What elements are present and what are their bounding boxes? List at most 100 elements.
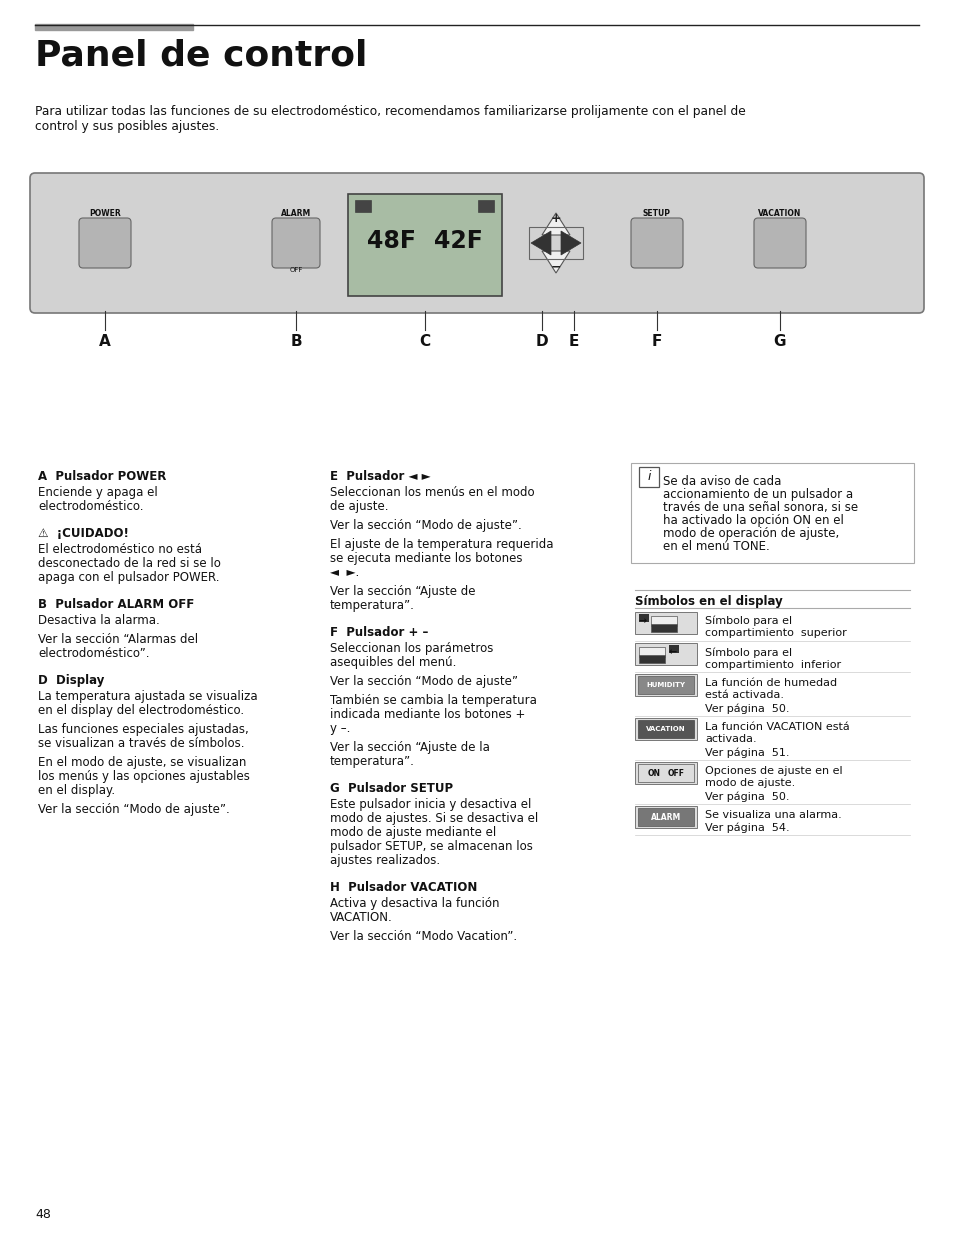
FancyBboxPatch shape [753,219,805,268]
Text: OFF: OFF [289,267,302,273]
Text: B: B [290,333,301,350]
Text: La función de humedad: La función de humedad [704,678,836,688]
Bar [635,613,697,634]
Text: compartimiento  inferior: compartimiento inferior [704,659,841,669]
Text: ajustes realizados.: ajustes realizados. [330,853,439,867]
Text: los menús y las opciones ajustables: los menús y las opciones ajustables [38,769,250,783]
Bar [650,616,677,626]
Text: modo de ajustes. Si se desactiva el: modo de ajustes. Si se desactiva el [330,811,537,825]
Text: temperatura”.: temperatura”. [330,599,415,613]
FancyBboxPatch shape [348,194,501,296]
Text: se visualizan a través de símbolos.: se visualizan a través de símbolos. [38,737,244,750]
Text: Ver página  51.: Ver página 51. [704,747,789,757]
Text: Para utilizar todas las funciones de su electrodoméstico, recomendamos familiari: Para utilizar todas las funciones de su … [35,105,745,119]
Bar [638,764,693,782]
Text: Enciende y apaga el: Enciende y apaga el [38,487,157,499]
Text: Ver la sección “Modo de ajuste”: Ver la sección “Modo de ajuste” [330,676,517,688]
Text: Ver la sección “Modo Vacation”.: Ver la sección “Modo Vacation”. [330,930,517,944]
Text: 48: 48 [35,1209,51,1221]
FancyBboxPatch shape [79,219,131,268]
Text: compartimiento  superior: compartimiento superior [704,629,846,638]
Text: ALARM: ALARM [280,209,311,219]
Text: G: G [773,333,785,350]
Text: indicada mediante los botones +: indicada mediante los botones + [330,708,525,721]
Text: VACATION.: VACATION. [330,911,393,924]
Text: Ver la sección “Modo de ajuste”.: Ver la sección “Modo de ajuste”. [38,803,230,816]
Text: La función VACATION está: La función VACATION está [704,722,849,732]
Text: modo de ajuste.: modo de ajuste. [704,778,795,788]
Polygon shape [531,231,551,254]
Text: ON: ON [647,768,659,778]
Text: También se cambia la temperatura: También se cambia la temperatura [330,694,537,706]
Text: Las funciones especiales ajustadas,: Las funciones especiales ajustadas, [38,722,249,736]
Text: HUMIDITY: HUMIDITY [646,682,685,688]
Text: Panel de control: Panel de control [35,38,367,72]
Text: →: → [639,616,646,626]
Text: i: i [646,471,650,483]
Text: D: D [536,333,548,350]
Bar [635,718,697,740]
Text: El ajuste de la temperatura requerida: El ajuste de la temperatura requerida [330,538,553,551]
Bar [638,720,693,739]
Text: Seleccionan los parámetros: Seleccionan los parámetros [330,642,493,655]
Text: Símbolo para el: Símbolo para el [704,647,791,657]
Text: electrodoméstico.: electrodoméstico. [38,500,143,513]
Text: Símbolo para el: Símbolo para el [704,616,791,626]
Bar [35,23,193,30]
Text: en el display del electrodoméstico.: en el display del electrodoméstico. [38,704,244,718]
Text: se ejecuta mediante los botones: se ejecuta mediante los botones [330,552,522,564]
Text: activada.: activada. [704,735,756,745]
Polygon shape [560,231,580,254]
Text: y –.: y –. [330,722,350,735]
Text: 42F: 42F [433,228,482,253]
Text: E: E [568,333,578,350]
Text: SETUP: SETUP [642,209,670,219]
Text: pulsador SETUP, se almacenan los: pulsador SETUP, se almacenan los [330,840,533,853]
Bar [529,227,582,259]
Polygon shape [541,251,569,273]
FancyBboxPatch shape [630,463,913,563]
Polygon shape [541,212,569,235]
Text: ←: ← [668,647,677,657]
Bar [635,806,697,827]
Bar [650,624,677,632]
Bar [638,676,693,694]
Bar [638,808,693,826]
Text: Se visualiza una alarma.: Se visualiza una alarma. [704,810,841,820]
Text: ha activado la opción ON en el: ha activado la opción ON en el [662,514,843,527]
Text: en el display.: en el display. [38,784,115,797]
Text: de ajuste.: de ajuste. [330,500,388,513]
Text: Ver página  50.: Ver página 50. [704,790,789,802]
Text: Ver la sección “Ajuste de la: Ver la sección “Ajuste de la [330,741,489,755]
Text: En el modo de ajuste, se visualizan: En el modo de ajuste, se visualizan [38,756,246,769]
Bar [639,614,648,622]
Text: control y sus posibles ajustes.: control y sus posibles ajustes. [35,120,219,133]
Text: G  Pulsador SETUP: G Pulsador SETUP [330,782,453,795]
Text: en el menú TONE.: en el menú TONE. [662,540,769,553]
Text: asequibles del menú.: asequibles del menú. [330,656,456,669]
Text: F: F [651,333,661,350]
FancyBboxPatch shape [630,219,682,268]
Text: Seleccionan los menús en el modo: Seleccionan los menús en el modo [330,487,534,499]
Text: accionamiento de un pulsador a: accionamiento de un pulsador a [662,488,852,501]
Text: Símbolos en el display: Símbolos en el display [635,595,781,608]
Text: Ver la sección “Modo de ajuste”.: Ver la sección “Modo de ajuste”. [330,519,521,532]
Text: H  Pulsador VACATION: H Pulsador VACATION [330,881,476,894]
Text: Activa y desactiva la función: Activa y desactiva la función [330,897,499,910]
Text: F  Pulsador + –: F Pulsador + – [330,626,428,638]
Text: Opciones de ajuste en el: Opciones de ajuste en el [704,766,841,776]
Text: ⚠  ¡CUIDADO!: ⚠ ¡CUIDADO! [38,527,129,540]
Bar [639,647,664,657]
Bar [639,467,659,487]
Text: desconectado de la red si se lo: desconectado de la red si se lo [38,557,221,571]
Text: está activada.: está activada. [704,690,783,700]
Text: VACATION: VACATION [645,726,685,732]
Text: A  Pulsador POWER: A Pulsador POWER [38,471,166,483]
Text: modo de ajuste mediante el: modo de ajuste mediante el [330,826,496,839]
Text: Ver página  54.: Ver página 54. [704,823,789,832]
Text: temperatura”.: temperatura”. [330,755,415,768]
FancyBboxPatch shape [272,219,319,268]
Text: El electrodoméstico no está: El electrodoméstico no está [38,543,202,556]
Text: Este pulsador inicia y desactiva el: Este pulsador inicia y desactiva el [330,798,531,811]
FancyBboxPatch shape [30,173,923,312]
